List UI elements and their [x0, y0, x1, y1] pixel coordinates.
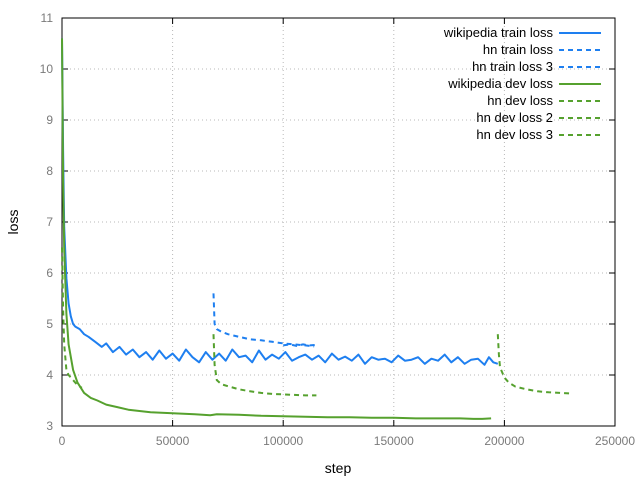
- x-tick-label: 50000: [156, 434, 190, 448]
- y-axis: 3 4 5 6 7 8 9 10 11: [40, 11, 615, 433]
- y-tick-label: 4: [46, 368, 53, 382]
- x-tick-label: 200000: [484, 434, 524, 448]
- series-line-wikipedia-train-loss: [61, 38, 499, 366]
- y-tick-label: 3: [46, 419, 53, 433]
- x-tick-label: 0: [59, 434, 66, 448]
- y-tick-label: 6: [46, 266, 53, 280]
- y-tick-label: 7: [46, 215, 53, 229]
- x-tick-label: 250000: [595, 434, 635, 448]
- series-line-hn-train-loss-3: [283, 343, 317, 347]
- legend-label: hn dev loss 3: [476, 127, 553, 142]
- legend: wikipedia train loss hn train loss hn trai…: [443, 25, 601, 142]
- x-axis-title: step: [325, 460, 352, 476]
- legend-label: wikipedia dev loss: [447, 76, 553, 91]
- series-layer: [61, 38, 571, 420]
- grid: [62, 18, 615, 426]
- series-line-wikipedia-dev-loss: [61, 38, 492, 420]
- legend-label: hn dev loss 2: [476, 110, 553, 125]
- y-axis-title: loss: [5, 210, 21, 235]
- x-axis: 0 50000 100000 150000 200000 250000: [59, 18, 635, 448]
- y-tick-label: 9: [46, 113, 53, 127]
- y-tick-label: 10: [40, 62, 54, 76]
- y-tick-label: 5: [46, 317, 53, 331]
- y-tick-label: 11: [41, 11, 54, 25]
- legend-label: hn train loss: [483, 42, 554, 57]
- series-line-hn-dev-loss: [61, 247, 83, 389]
- x-tick-label: 150000: [374, 434, 414, 448]
- series-line-hn-train-loss: [212, 293, 315, 348]
- legend-label: wikipedia train loss: [443, 25, 554, 40]
- legend-label: hn train loss 3: [472, 59, 553, 74]
- legend-label: hn dev loss: [487, 93, 553, 108]
- x-tick-label: 100000: [263, 434, 303, 448]
- series-line-hn-dev-loss-3: [496, 334, 571, 395]
- y-tick-label: 8: [46, 164, 53, 178]
- series-line-hn-dev-loss-2: [212, 334, 317, 397]
